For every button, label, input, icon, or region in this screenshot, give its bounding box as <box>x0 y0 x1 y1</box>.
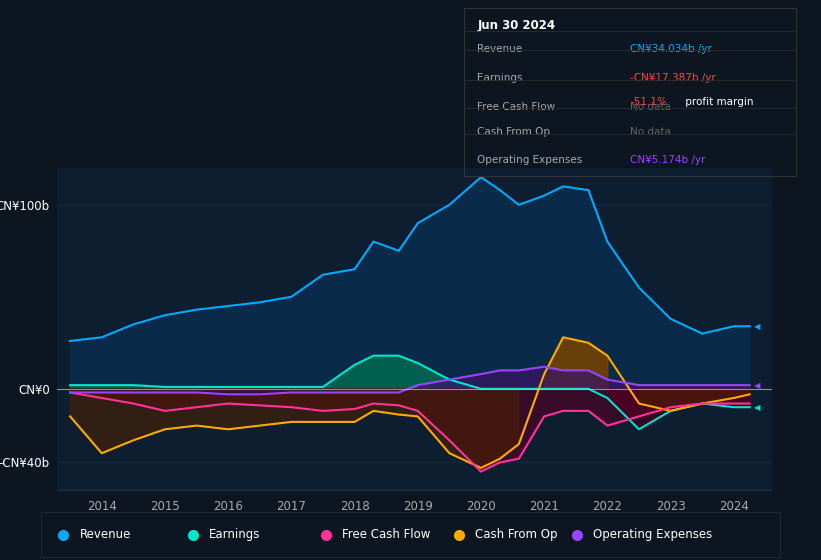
Text: Free Cash Flow: Free Cash Flow <box>342 528 430 542</box>
Text: ◀: ◀ <box>754 322 760 331</box>
Text: CN¥5.174b /yr: CN¥5.174b /yr <box>631 155 705 165</box>
Text: No data: No data <box>631 102 671 111</box>
Text: Free Cash Flow: Free Cash Flow <box>477 102 555 111</box>
Text: No data: No data <box>631 127 671 137</box>
Text: Operating Expenses: Operating Expenses <box>593 528 713 542</box>
Text: -CN¥17.387b /yr: -CN¥17.387b /yr <box>631 73 716 83</box>
Text: profit margin: profit margin <box>681 97 753 108</box>
Text: -51.1%: -51.1% <box>631 97 667 108</box>
Text: ◀: ◀ <box>754 403 760 412</box>
Text: Cash From Op: Cash From Op <box>475 528 557 542</box>
Text: Operating Expenses: Operating Expenses <box>477 155 582 165</box>
Text: Jun 30 2024: Jun 30 2024 <box>477 19 555 32</box>
Text: CN¥34.034b /yr: CN¥34.034b /yr <box>631 44 712 54</box>
Text: Cash From Op: Cash From Op <box>477 127 550 137</box>
Text: Earnings: Earnings <box>209 528 260 542</box>
Text: Revenue: Revenue <box>477 44 522 54</box>
Text: ◀: ◀ <box>754 381 760 390</box>
Text: Revenue: Revenue <box>80 528 131 542</box>
Text: Earnings: Earnings <box>477 73 523 83</box>
